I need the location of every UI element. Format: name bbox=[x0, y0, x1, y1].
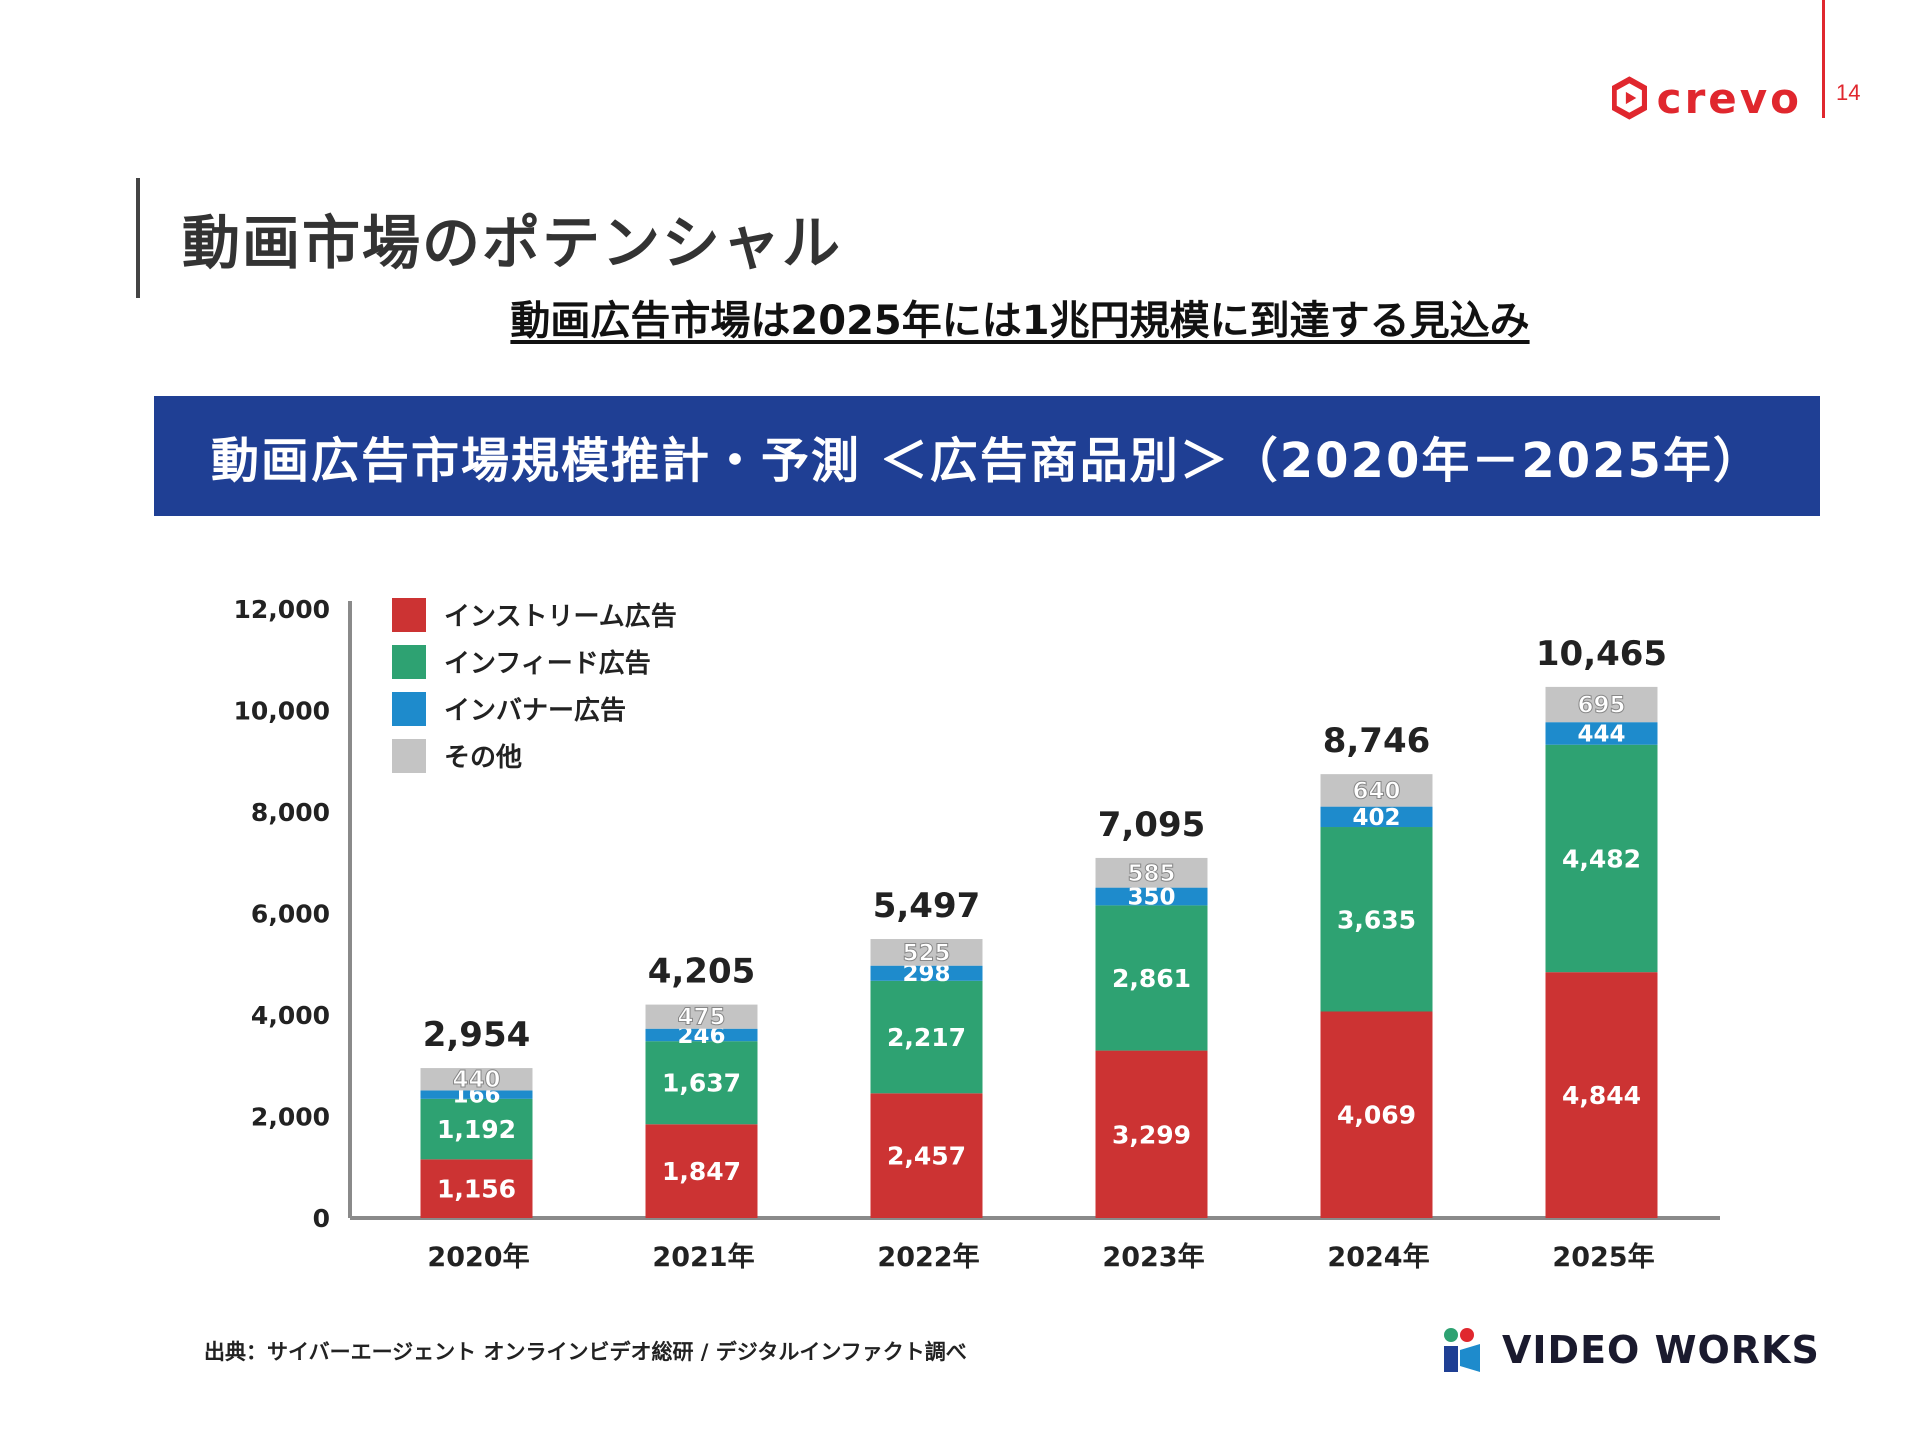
bar-segment bbox=[645, 1041, 758, 1125]
y-tick-label: 10,000 bbox=[234, 697, 330, 726]
segment-label: 2,217 bbox=[887, 1023, 966, 1052]
segment-label: 1,847 bbox=[662, 1157, 741, 1186]
bar-segment bbox=[645, 1028, 758, 1042]
source-note: 出典：サイバーエージェント オンラインビデオ総研 / デジタルインファクト調べ bbox=[204, 1340, 967, 1364]
legend-label: その他 bbox=[444, 743, 522, 773]
page-subtitle: 動画広告市場は2025年には1兆円規模に到達する見込み bbox=[0, 288, 1920, 346]
crevo-mark-icon bbox=[1612, 76, 1647, 120]
segment-label: 440 bbox=[452, 1067, 500, 1093]
segment-label: 695 bbox=[1577, 693, 1625, 719]
x-tick-label: 2020年 bbox=[427, 1241, 529, 1273]
y-tick-label: 2,000 bbox=[251, 1103, 330, 1132]
segment-label: 402 bbox=[1352, 805, 1400, 831]
legend-swatch bbox=[392, 692, 426, 726]
bar-segment bbox=[870, 1093, 983, 1218]
segment-label: 525 bbox=[902, 940, 950, 966]
y-tick-label: 12,000 bbox=[234, 595, 330, 624]
segment-label: 3,299 bbox=[1112, 1120, 1191, 1149]
legend-label: インフィード広告 bbox=[444, 648, 651, 679]
bar-segment bbox=[1320, 827, 1433, 1012]
y-tick-label: 4,000 bbox=[251, 1001, 330, 1030]
bar-segment bbox=[1320, 774, 1433, 807]
legend-swatch bbox=[392, 598, 426, 632]
bar-segment bbox=[645, 1004, 758, 1029]
header-divider bbox=[1822, 0, 1825, 118]
title-accent-bar bbox=[136, 178, 140, 298]
page-number: 14 bbox=[1836, 80, 1861, 105]
legend-label: インバナー広告 bbox=[444, 695, 626, 726]
bar-segment bbox=[1545, 972, 1658, 1218]
total-label: 2,954 bbox=[423, 1015, 531, 1055]
segment-label: 2,457 bbox=[887, 1142, 966, 1171]
bar-segment bbox=[420, 1068, 533, 1091]
bar-segment bbox=[870, 965, 983, 981]
video-works-mark-icon bbox=[1444, 1328, 1480, 1372]
chart-title-banner: 動画広告市場規模推計・予測 ＜広告商品別＞（2020年－2025年） bbox=[154, 396, 1820, 516]
bar-segment bbox=[1545, 686, 1658, 723]
bar-segment bbox=[645, 1124, 758, 1218]
legend-swatch bbox=[392, 739, 426, 773]
segment-label: 444 bbox=[1577, 721, 1625, 747]
segment-label: 1,156 bbox=[437, 1175, 516, 1204]
segment-label: 1,637 bbox=[662, 1069, 741, 1098]
bar-segment bbox=[1545, 722, 1658, 745]
bar-segment bbox=[1320, 1011, 1433, 1218]
bar-segment bbox=[870, 980, 983, 1094]
video-works-name: VIDEO WORKS bbox=[1502, 1328, 1820, 1372]
bar-segment bbox=[1095, 905, 1208, 1051]
segment-label: 1,192 bbox=[437, 1115, 516, 1144]
x-tick-label: 2024年 bbox=[1327, 1241, 1429, 1273]
x-tick-label: 2025年 bbox=[1552, 1241, 1654, 1273]
bar-segment bbox=[420, 1090, 533, 1099]
segment-label: 4,069 bbox=[1337, 1101, 1416, 1130]
stacked-bar-chart: 0 2,000 4,000 6,000 8,000 10,000 12,000 1,156 1,… bbox=[234, 595, 1720, 1273]
segment-label: 585 bbox=[1127, 861, 1175, 887]
segment-label: 350 bbox=[1127, 884, 1175, 910]
y-tick-label: 8,000 bbox=[251, 798, 330, 827]
legend-label: インストリーム広告 bbox=[444, 601, 677, 632]
subtitle-text: 動画広告市場は2025年には1兆円規模に到達する見込み bbox=[510, 298, 1530, 344]
legend-swatch bbox=[392, 645, 426, 679]
page-title: 動画市場のポテンシャル bbox=[182, 209, 843, 277]
total-label: 5,497 bbox=[873, 886, 981, 926]
x-tick-label: 2023年 bbox=[1102, 1241, 1204, 1273]
segment-label: 2,861 bbox=[1112, 964, 1191, 993]
bar-segment bbox=[420, 1098, 533, 1160]
segment-label: 475 bbox=[677, 1005, 725, 1031]
bar-segment bbox=[1095, 857, 1208, 888]
total-label: 4,205 bbox=[648, 952, 756, 992]
bar-segment bbox=[1545, 744, 1658, 973]
segment-label: 3,635 bbox=[1337, 905, 1416, 934]
video-works-logo: VIDEO WORKS bbox=[1440, 1326, 1820, 1374]
brand-name: crevo bbox=[1656, 73, 1802, 123]
total-label: 8,746 bbox=[1323, 721, 1431, 761]
x-tick-label: 2021年 bbox=[652, 1241, 754, 1273]
bar-segment bbox=[420, 1159, 533, 1218]
segment-label: 4,482 bbox=[1562, 844, 1641, 873]
bar-segment bbox=[870, 939, 983, 966]
total-label: 10,465 bbox=[1536, 634, 1667, 674]
y-tick-label: 6,000 bbox=[251, 900, 330, 929]
bar-segment bbox=[1320, 806, 1433, 828]
banner-text: 動画広告市場規模推計・予測 ＜広告商品別＞（2020年－2025年） bbox=[211, 433, 1763, 489]
segment-label: 4,844 bbox=[1562, 1081, 1641, 1110]
y-tick-label: 0 bbox=[313, 1204, 330, 1233]
crevo-logo: crevo bbox=[1612, 70, 1802, 126]
segment-label: 640 bbox=[1352, 778, 1400, 804]
bar-segment bbox=[1095, 1050, 1208, 1218]
total-label: 7,095 bbox=[1098, 805, 1206, 845]
x-tick-label: 2022年 bbox=[877, 1241, 979, 1273]
bar-segment bbox=[1095, 887, 1208, 906]
